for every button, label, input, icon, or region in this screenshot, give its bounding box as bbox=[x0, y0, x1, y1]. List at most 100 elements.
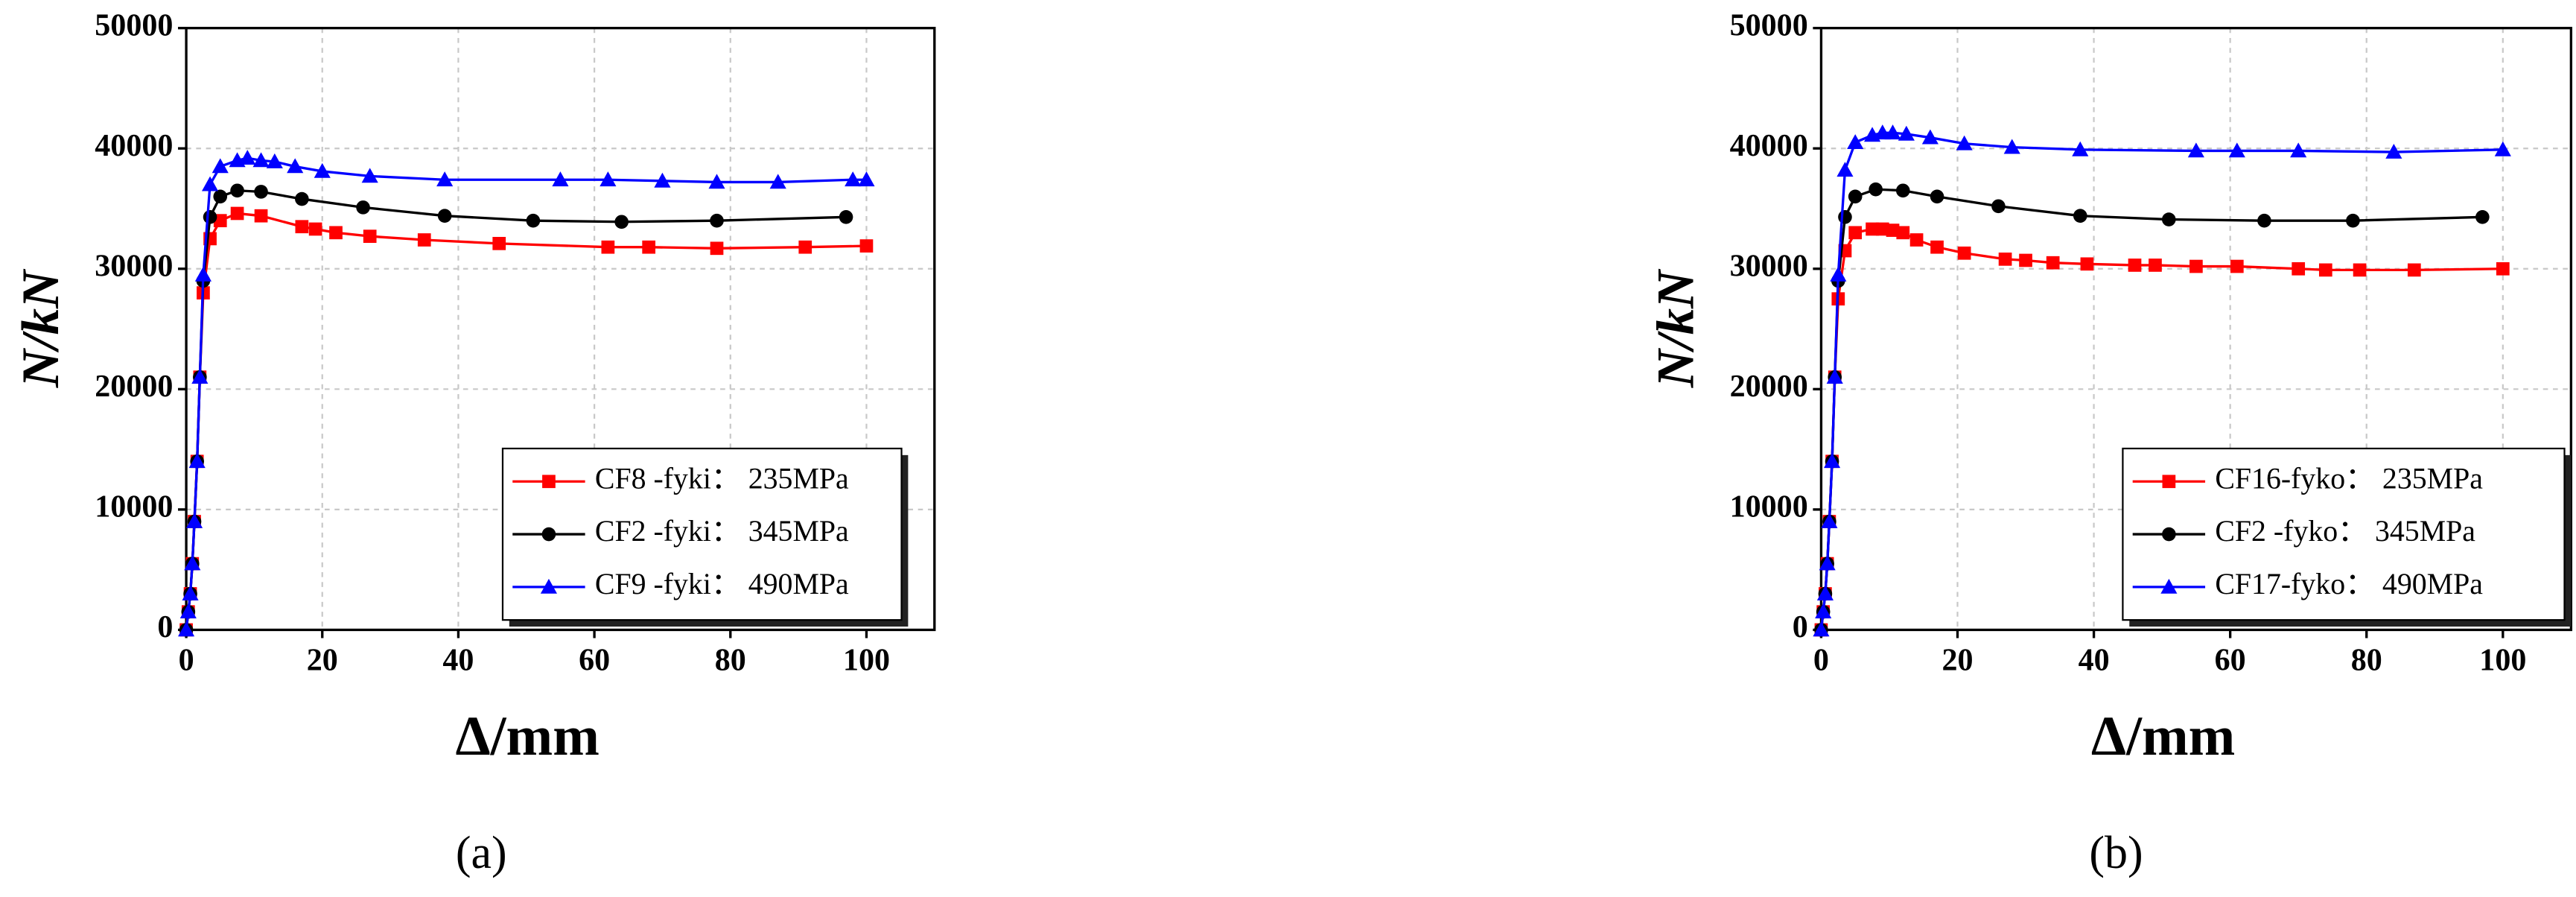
legend-label: CF2 -fyko： 345MPa bbox=[2215, 515, 2475, 548]
x-axis-label: Δ/mm bbox=[2091, 706, 2235, 767]
legend-marker bbox=[541, 527, 556, 542]
marker bbox=[2385, 144, 2402, 159]
marker bbox=[1895, 183, 1910, 198]
marker bbox=[1884, 124, 1901, 140]
x-tick-label: 20 bbox=[307, 643, 338, 677]
marker bbox=[769, 174, 786, 189]
x-tick-label: 60 bbox=[579, 643, 610, 677]
y-tick-label: 30000 bbox=[95, 249, 173, 283]
marker bbox=[329, 226, 343, 240]
marker bbox=[708, 174, 725, 189]
marker bbox=[287, 158, 304, 174]
marker bbox=[185, 513, 203, 528]
marker bbox=[2353, 263, 2367, 277]
marker bbox=[1813, 621, 1830, 637]
marker bbox=[2019, 253, 2032, 267]
marker bbox=[1848, 226, 1863, 240]
marker bbox=[492, 236, 506, 250]
y-tick-label: 50000 bbox=[1730, 8, 1808, 42]
y-tick-label: 30000 bbox=[1730, 249, 1808, 283]
marker bbox=[1956, 135, 1973, 150]
legend-marker bbox=[540, 578, 558, 594]
x-tick-label: 0 bbox=[1813, 643, 1829, 677]
marker bbox=[1991, 199, 2006, 214]
marker bbox=[2257, 213, 2271, 228]
marker bbox=[308, 222, 322, 236]
marker bbox=[188, 453, 206, 469]
y-tick-label: 40000 bbox=[95, 129, 173, 163]
y-tick-label: 50000 bbox=[95, 8, 173, 42]
x-tick-label: 100 bbox=[843, 643, 890, 677]
marker bbox=[1836, 162, 1854, 177]
y-tick-label: 10000 bbox=[1730, 490, 1808, 524]
marker bbox=[1830, 266, 1847, 282]
x-tick-label: 40 bbox=[442, 643, 474, 677]
marker bbox=[1896, 226, 1910, 240]
marker bbox=[642, 240, 656, 254]
legend-label: CF9 -fyki： 490MPa bbox=[595, 568, 849, 600]
x-tick-label: 0 bbox=[179, 643, 194, 677]
marker bbox=[230, 183, 244, 198]
marker bbox=[361, 168, 378, 183]
marker bbox=[212, 158, 229, 174]
marker bbox=[859, 239, 874, 253]
marker bbox=[1821, 513, 1838, 528]
marker bbox=[2073, 209, 2087, 223]
marker bbox=[191, 369, 209, 384]
marker bbox=[363, 229, 377, 244]
marker bbox=[2475, 210, 2490, 224]
marker bbox=[1816, 585, 1834, 600]
marker bbox=[1866, 222, 1879, 236]
marker bbox=[1848, 189, 1863, 204]
legend-label: CF2 -fyki： 345MPa bbox=[595, 515, 849, 548]
marker bbox=[1909, 233, 1924, 247]
marker bbox=[2318, 263, 2332, 277]
series bbox=[178, 150, 875, 637]
marker bbox=[1957, 246, 1971, 260]
marker bbox=[600, 171, 617, 187]
marker bbox=[710, 213, 724, 228]
marker bbox=[1998, 253, 2012, 266]
marker bbox=[2290, 142, 2307, 158]
y-axis-label: N/kN bbox=[12, 268, 70, 388]
marker bbox=[230, 206, 244, 221]
marker bbox=[2128, 259, 2142, 272]
x-tick-label: 40 bbox=[2079, 643, 2110, 677]
y-axis-label: N/kN bbox=[1647, 268, 1705, 388]
marker bbox=[2046, 256, 2060, 270]
marker bbox=[710, 241, 724, 256]
marker bbox=[2149, 259, 2162, 272]
marker bbox=[654, 172, 671, 188]
legend-label: CF16-fyko： 235MPa bbox=[2215, 462, 2483, 495]
marker bbox=[1930, 240, 1944, 254]
marker bbox=[2494, 141, 2511, 156]
marker bbox=[858, 171, 875, 187]
marker bbox=[2003, 139, 2020, 154]
subplot-label: (b) bbox=[2089, 828, 2143, 878]
marker bbox=[2292, 262, 2306, 276]
marker bbox=[2189, 259, 2203, 273]
marker bbox=[2230, 259, 2244, 273]
plot-frame bbox=[185, 27, 936, 632]
marker bbox=[295, 220, 309, 234]
marker bbox=[1824, 453, 1841, 469]
marker bbox=[194, 266, 212, 282]
marker bbox=[798, 240, 812, 254]
x-tick-label: 80 bbox=[2351, 643, 2382, 677]
marker bbox=[417, 233, 431, 247]
marker bbox=[1819, 555, 1836, 571]
marker bbox=[179, 603, 197, 619]
marker bbox=[314, 162, 331, 178]
legend-label: CF17-fyko： 490MPa bbox=[2215, 568, 2483, 600]
marker bbox=[1921, 129, 1939, 145]
y-tick-label: 10000 bbox=[95, 490, 173, 524]
y-tick-label: 20000 bbox=[1730, 370, 1808, 404]
marker bbox=[252, 152, 270, 168]
marker bbox=[1847, 134, 1864, 149]
marker bbox=[2161, 212, 2176, 226]
marker bbox=[254, 185, 268, 199]
marker bbox=[254, 209, 268, 223]
marker bbox=[845, 171, 862, 187]
marker bbox=[1898, 125, 1915, 141]
